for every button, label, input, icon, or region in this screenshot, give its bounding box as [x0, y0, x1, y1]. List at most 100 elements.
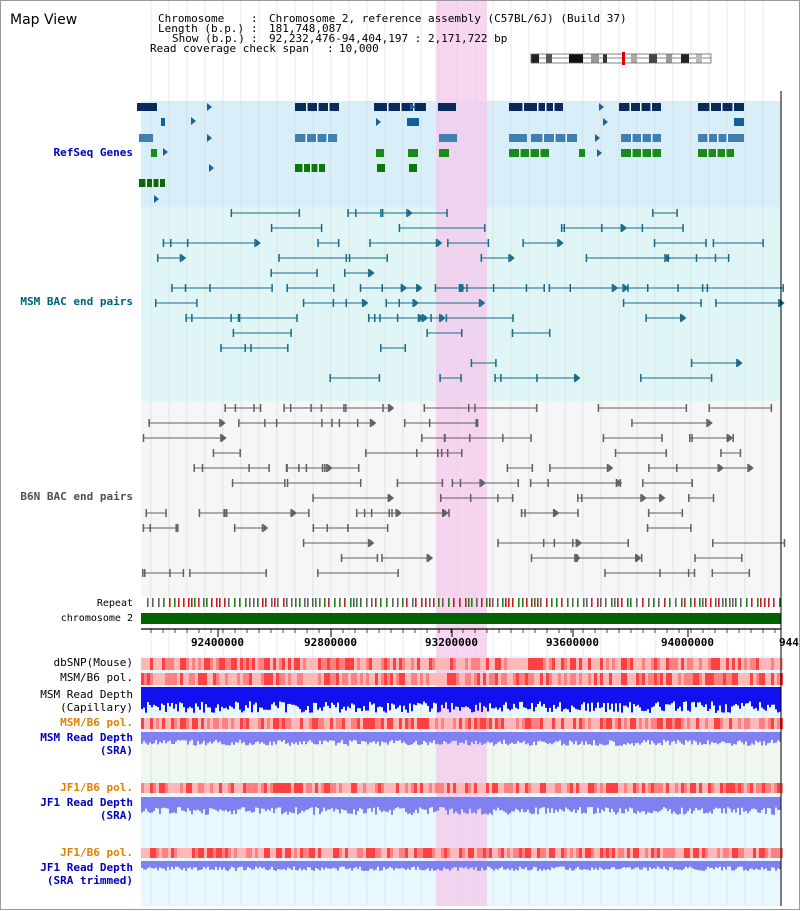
msm-sra-depth-bar — [343, 732, 345, 745]
dbsnp-stripe — [318, 658, 321, 670]
msm-b6-pol-stripe — [492, 673, 495, 685]
jf1-trimmed-depth-bar — [365, 861, 367, 871]
b6n-bac-pair-end — [387, 494, 390, 502]
repeat-element — [406, 598, 408, 607]
jf1-sra-depth-bar — [353, 797, 355, 810]
msm-b6-pol-stripe — [279, 673, 282, 685]
dbsnp-stripe — [651, 658, 654, 670]
b6n-bac-pair-arrow — [660, 494, 666, 502]
msm-capillary-depth-bar — [563, 687, 565, 710]
jf1-b6-pol-stripe — [726, 783, 729, 793]
msm-sra-depth-bar — [157, 732, 159, 745]
b6n-bac-pair-end — [177, 524, 179, 532]
jf1-b6-pol2-stripe — [747, 848, 750, 858]
msm-b6-pol2-stripe — [729, 718, 732, 729]
jf1-trimmed-depth-bar — [727, 861, 729, 867]
jf1-b6-pol-stripe — [777, 783, 780, 793]
msm-b6-pol2-stripe — [756, 718, 759, 729]
jf1-trimmed-depth-bar — [253, 861, 255, 870]
msm-capillary-depth-bar — [695, 687, 697, 708]
msm-sra-depth-bar — [517, 732, 519, 741]
msm-bac-pair-arrow — [369, 269, 375, 277]
jf1-trimmed-depth-bar — [203, 861, 205, 868]
msm-b6-pol-stripe — [420, 673, 423, 685]
msm-sra-depth-bar — [239, 732, 241, 740]
msm-b6-pol2-stripe — [219, 718, 222, 729]
msm-sra-depth-bar — [655, 732, 657, 746]
jf1-sra-depth-bar — [433, 797, 435, 813]
msm-capillary-depth-bar — [357, 687, 359, 709]
msm-sra-depth-bar — [383, 732, 385, 743]
msm-b6-pol2-stripe — [168, 718, 171, 729]
jf1-b6-pol-stripe — [342, 783, 345, 793]
msm-bac-pair-end — [355, 209, 357, 217]
jf1-sra-depth-bar — [309, 797, 311, 809]
msm-sra-depth-bar — [725, 732, 727, 744]
jf1-trimmed-depth-bar — [421, 861, 423, 871]
jf1-b6-pol-stripe — [201, 783, 204, 793]
jf1-b6-pol-stripe — [723, 783, 726, 793]
jf1-trimmed-depth-bar — [493, 861, 495, 871]
msm-sra-depth-bar — [735, 732, 737, 745]
dbsnp-stripe — [321, 658, 324, 670]
msm-sra-depth-bar — [257, 732, 259, 742]
jf1-b6-pol-stripe — [774, 783, 777, 793]
jf1-trimmed-depth-bar — [607, 861, 609, 870]
msm-b6-pol-stripe — [468, 673, 471, 685]
msm-capillary-depth-bar — [587, 687, 589, 704]
jf1-sra-depth-bar — [141, 797, 143, 813]
msm-capillary-depth-bar — [515, 687, 517, 708]
jf1-trimmed-depth-bar — [513, 861, 515, 871]
jf1-sra-depth-bar — [357, 797, 359, 812]
msm-sra-depth-bar — [393, 732, 395, 744]
msm-b6-pol2-stripe — [258, 718, 261, 729]
jf1-trimmed-depth-bar — [647, 861, 649, 871]
msm-sra-depth-bar — [677, 732, 679, 740]
msm-sra-depth-bar — [563, 732, 565, 744]
msm-sra-depth-bar — [703, 732, 705, 744]
dbsnp-stripe — [639, 658, 642, 670]
msm-sra-depth-bar — [533, 732, 535, 742]
jf1-sra-depth-bar — [563, 797, 565, 812]
msm-capillary-depth-bar — [187, 687, 189, 709]
msm-b6-pol-stripe — [354, 673, 357, 685]
msm-b6-pol-stripe — [405, 673, 408, 685]
msm-capillary-depth-bar — [505, 687, 507, 703]
jf1-trimmed-depth-bar — [589, 861, 591, 871]
jf1-b6-pol-stripe — [351, 783, 354, 793]
msm-bac-pair-end — [585, 254, 588, 262]
dbsnp-stripe — [336, 658, 339, 670]
msm-bac-pair-end — [296, 314, 298, 322]
msm-sra-depth-bar — [733, 732, 735, 744]
msm-bac-pair-end — [230, 314, 232, 322]
repeat-element — [617, 598, 619, 607]
refseq-gene — [438, 103, 456, 111]
ideogram-band — [649, 54, 657, 63]
dbsnp-stripe — [180, 658, 183, 670]
dbsnp-stripe — [756, 658, 759, 670]
repeat-element — [757, 598, 759, 607]
msm-sra-depth-bar — [459, 732, 461, 743]
jf1-sra-depth-bar — [529, 797, 531, 813]
jf1-trimmed-depth-bar — [579, 861, 581, 870]
jf1-sra-depth-bar — [471, 797, 473, 814]
gene-exon-gap — [641, 149, 643, 157]
jf1-sra-depth-bar — [635, 797, 637, 814]
msm-capillary-depth-bar — [731, 687, 733, 707]
jf1-trimmed-depth-bar — [645, 861, 647, 868]
msm-capillary-depth-bar — [323, 687, 325, 707]
msm-sra-depth-bar — [365, 732, 367, 742]
msm-b6-pol-stripe — [606, 673, 609, 685]
jf1-sra-depth-bar — [361, 797, 363, 810]
msm-sra-depth-bar — [607, 732, 609, 745]
repeat-element — [705, 598, 707, 607]
b6n-bac-pair-end — [717, 464, 719, 472]
dbsnp-stripe — [174, 658, 177, 670]
msm-sra-depth-bar — [329, 732, 331, 741]
jf1-trimmed-depth-bar — [367, 861, 369, 871]
msm-sra-depth-bar — [333, 732, 335, 741]
jf1-trimmed-depth-bar — [401, 861, 403, 868]
jf1-trimmed-depth-bar — [337, 861, 339, 871]
jf1-trimmed-depth-bar — [309, 861, 311, 868]
